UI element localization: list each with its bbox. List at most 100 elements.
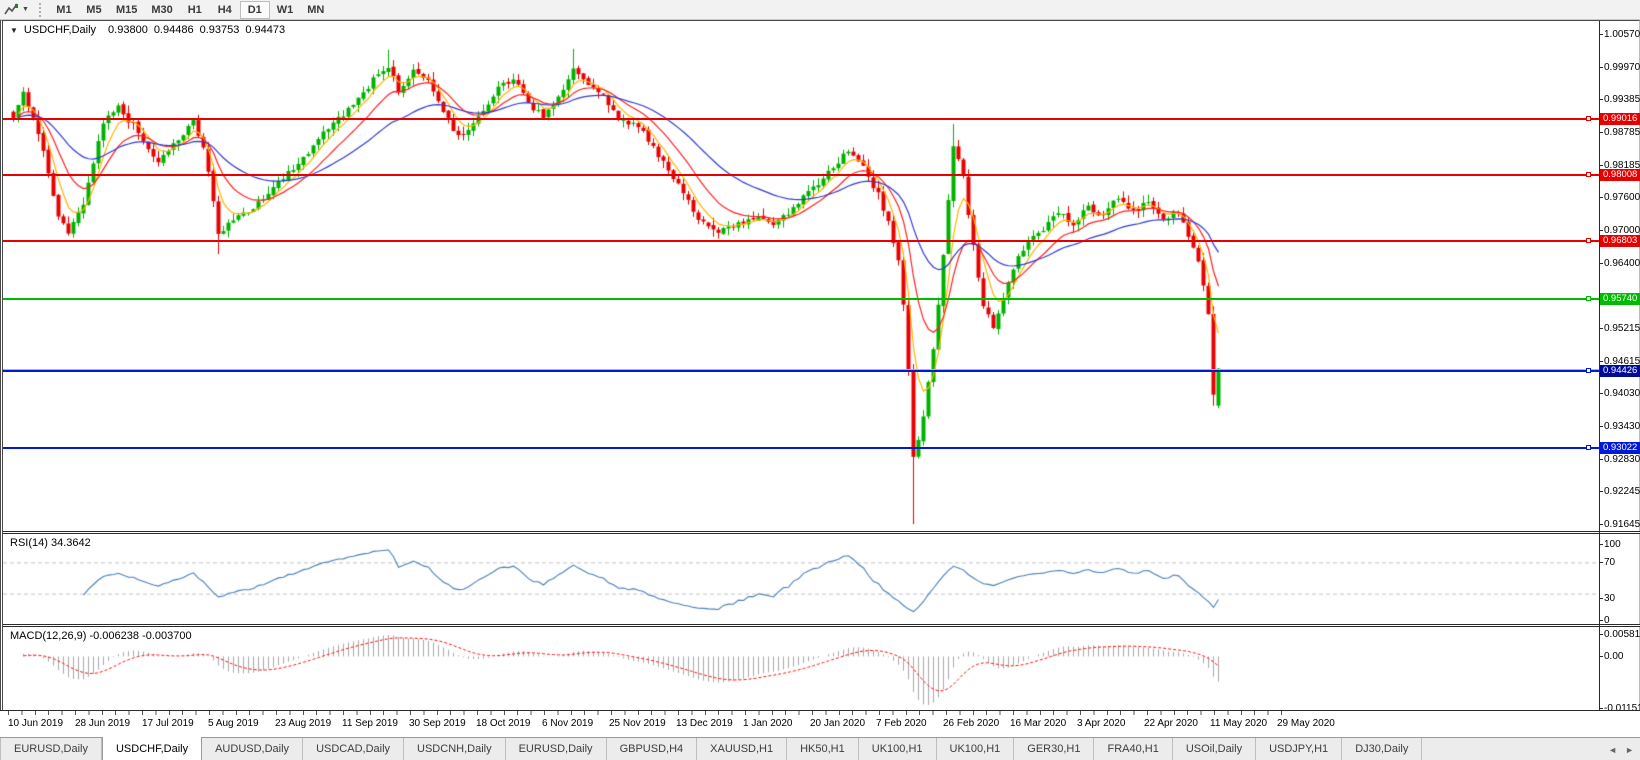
- line-drag-handle[interactable]: [1586, 368, 1591, 373]
- price-tick-label: 0.97000: [1599, 225, 1640, 236]
- pane-splitter[interactable]: [3, 531, 1640, 534]
- line-drag-handle[interactable]: [1586, 296, 1591, 301]
- time-axis-ticks: [8, 711, 1286, 715]
- timeframe-button-m15[interactable]: M15: [115, 3, 138, 16]
- ohlc-close: 0.94473: [245, 24, 286, 36]
- chart-symbol-label: USDCHF,Daily: [23, 24, 97, 36]
- chart-tab-gbpusd-h4[interactable]: GBPUSD,H4: [607, 738, 698, 760]
- price-axis-line: [1599, 21, 1600, 711]
- chart-tab-bar: EURUSD,Daily USDCHF,Daily AUDUSD,Daily USDC…: [0, 737, 1640, 760]
- support-resistance-line[interactable]: [3, 172, 1599, 177]
- current-price-line: [3, 369, 1599, 370]
- timeframe-button-w1[interactable]: W1: [276, 3, 294, 16]
- rsi-label: RSI(14) 34.3642: [10, 537, 91, 549]
- ohlc-high: 0.94486: [153, 24, 194, 36]
- line-price-badge: 0.94426: [1600, 365, 1640, 377]
- line-price-badge: 0.99016: [1600, 113, 1640, 125]
- timeframe-button-m1[interactable]: M1: [56, 3, 72, 16]
- line-price-badge: 0.95740: [1600, 293, 1640, 305]
- time-axis-label: 1 Jan 2020: [743, 718, 793, 729]
- price-tick-label: 0.95215: [1599, 323, 1640, 334]
- line-drag-handle[interactable]: [1586, 116, 1591, 121]
- timeframe-button-m30[interactable]: M30: [151, 3, 173, 16]
- price-tick-label: 0.92830: [1599, 454, 1640, 465]
- chart-tab-dj30-daily[interactable]: DJ30,Daily: [1342, 738, 1423, 760]
- support-resistance-line[interactable]: [3, 368, 1599, 373]
- macd-label: MACD(12,26,9) -0.006238 -0.003700: [10, 630, 192, 642]
- rsi-axis-label: 70: [1599, 557, 1640, 568]
- support-resistance-line[interactable]: [3, 296, 1599, 301]
- price-tick-label: 0.93430: [1599, 421, 1640, 432]
- timeframe-button-d1[interactable]: D1: [239, 0, 270, 19]
- macd-indicator-canvas[interactable]: [3, 627, 1599, 711]
- tab-scroll-right-icon[interactable]: ►: [1625, 744, 1634, 755]
- line-drag-handle[interactable]: [1586, 445, 1591, 450]
- price-chart-canvas[interactable]: [3, 21, 1599, 531]
- chart-tab-usdjpy-h1[interactable]: USDJPY,H1: [1256, 738, 1343, 760]
- time-axis[interactable]: 10 Jun 2019 28 Jun 2019 17 Jul 2019 5 Aug 2…: [0, 710, 1640, 737]
- price-tick-label: 0.94030: [1599, 388, 1640, 399]
- chart-tab-eurusd-daily[interactable]: EURUSD,Daily: [0, 738, 102, 760]
- chart-tab-audusd-daily[interactable]: AUDUSD,Daily: [202, 738, 304, 760]
- chart-dropdown-icon[interactable]: ▼: [10, 25, 18, 35]
- timeframe-button-h1[interactable]: H1: [187, 3, 202, 16]
- time-axis-label: 16 Mar 2020: [1010, 718, 1067, 729]
- pane-splitter[interactable]: [3, 624, 1640, 627]
- ohlc-open: 0.93800: [108, 24, 148, 36]
- timeframe-buttons: M1 M5 M15 M30 H1 H4 D1 W1 MN: [49, 0, 331, 19]
- timeframe-button-mn[interactable]: MN: [307, 3, 325, 16]
- rsi-axis-label: 0: [1599, 615, 1640, 626]
- line-price-badge: 0.98008: [1600, 169, 1640, 181]
- chart-title: ▼ USDCHF,Daily 0.93800 0.94486 0.93753 0…: [10, 24, 285, 36]
- ohlc-low: 0.93753: [199, 24, 240, 36]
- chart-tab-ger30-h1[interactable]: GER30,H1: [1014, 738, 1095, 760]
- time-axis-label: 18 Oct 2019: [476, 718, 531, 729]
- rsi-axis-label: 100: [1599, 539, 1640, 550]
- macd-axis-label: 0.00: [1599, 651, 1640, 662]
- chart-tab-eurusd-daily[interactable]: EURUSD,Daily: [506, 738, 607, 760]
- price-tick-label: 0.92245: [1599, 486, 1640, 497]
- rsi-axis-label: 30: [1599, 593, 1640, 604]
- price-tick-label: 0.94615: [1599, 356, 1640, 367]
- chart-tools-icon[interactable]: ▼: [4, 3, 29, 16]
- price-tick-label: 0.97600: [1599, 192, 1640, 203]
- chart-window: ▼ USDCHF,Daily 0.93800 0.94486 0.93753 0…: [0, 20, 1640, 714]
- chart-tab-usoil-daily[interactable]: USOil,Daily: [1173, 738, 1257, 760]
- chart-tab-xauusd-h1[interactable]: XAUUSD,H1: [697, 738, 788, 760]
- tab-scroll-left-icon[interactable]: ◄: [1608, 744, 1618, 755]
- toolbar-grip[interactable]: [38, 2, 41, 17]
- time-axis-label: 29 May 2020: [1277, 718, 1335, 729]
- price-tick-label: 0.98785: [1599, 127, 1640, 138]
- time-axis-label: 23 Aug 2019: [275, 718, 332, 729]
- chart-tab-usdcnh-daily[interactable]: USDCNH,Daily: [404, 738, 506, 760]
- chart-tab-uk100-h1[interactable]: UK100,H1: [937, 738, 1015, 760]
- chart-tab-usdcad-daily[interactable]: USDCAD,Daily: [303, 738, 405, 760]
- rsi-indicator-canvas[interactable]: [3, 534, 1599, 624]
- time-axis-label: 20 Jan 2020: [810, 718, 866, 729]
- chevron-down-icon: ▼: [22, 6, 29, 13]
- chart-tab-uk100-h1[interactable]: UK100,H1: [859, 738, 937, 760]
- chart-tab-usdchf-daily[interactable]: USDCHF,Daily: [101, 737, 203, 760]
- time-axis-label: 11 Sep 2019: [342, 718, 398, 729]
- time-axis-label: 6 Nov 2019: [542, 718, 594, 729]
- line-drag-handle[interactable]: [1586, 238, 1591, 243]
- support-resistance-line[interactable]: [3, 116, 1599, 121]
- time-axis-label: 26 Feb 2020: [943, 718, 1000, 729]
- line-price-badge: 0.93022: [1600, 442, 1640, 454]
- time-axis-label: 30 Sep 2019: [409, 718, 466, 729]
- timeframe-button-m5[interactable]: M5: [86, 3, 102, 16]
- support-resistance-line[interactable]: [3, 445, 1599, 450]
- price-tick-label: 0.91645: [1599, 519, 1640, 530]
- support-resistance-line[interactable]: [3, 238, 1599, 243]
- time-axis-label: 3 Apr 2020: [1077, 718, 1126, 729]
- line-drag-handle[interactable]: [1586, 172, 1591, 177]
- time-axis-label: 28 Jun 2019: [75, 718, 131, 729]
- time-axis-label: 25 Nov 2019: [609, 718, 666, 729]
- timeframe-toolbar: ▼ M1 M5 M15 M30 H1 H4 D1 W1 MN: [0, 0, 1640, 20]
- chart-tab-hk50-h1[interactable]: HK50,H1: [787, 738, 859, 760]
- macd-axis-label: -0.011514: [1599, 703, 1640, 714]
- timeframe-button-h4[interactable]: H4: [217, 3, 232, 16]
- chart-tab-fra40-h1[interactable]: FRA40,H1: [1094, 738, 1173, 760]
- chart-tabs: EURUSD,Daily USDCHF,Daily AUDUSD,Daily USDC…: [0, 737, 1423, 760]
